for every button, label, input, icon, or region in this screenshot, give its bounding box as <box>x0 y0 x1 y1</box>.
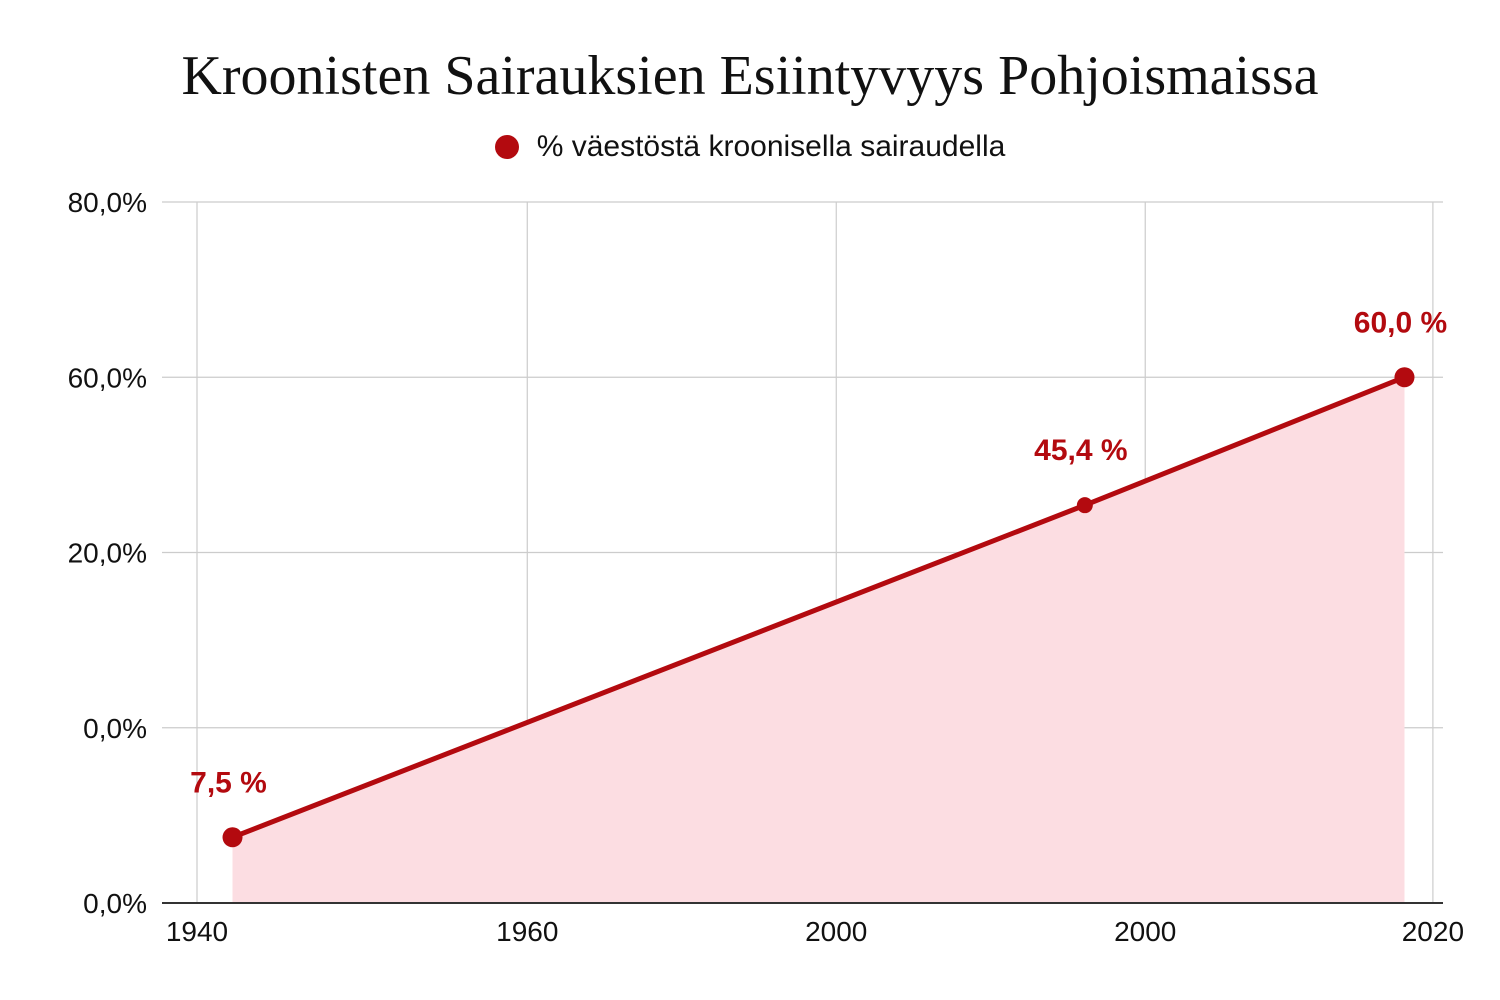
y-tick-label: 60,0% <box>68 362 147 393</box>
data-point <box>222 827 243 848</box>
data-label: 60,0 % <box>1354 306 1447 339</box>
y-tick-label: 0,0% <box>83 888 147 919</box>
legend-marker <box>494 135 519 159</box>
x-tick-label: 1940 <box>166 916 228 947</box>
y-tick-label: 80,0% <box>68 187 147 218</box>
x-tick-label: 2000 <box>1114 916 1176 947</box>
data-label: 7,5 % <box>190 766 267 799</box>
data-point <box>1076 497 1093 514</box>
chart-title: Kroonisten Sairauksien Esiintyvyys Pohjo… <box>181 45 1319 107</box>
y-tick-label: 0,0% <box>83 713 147 744</box>
legend-label: % väestöstä kroonisella sairaudella <box>536 130 1006 163</box>
legend: % väestöstä kroonisella sairaudella <box>0 130 1500 167</box>
x-tick-label: 1960 <box>496 916 558 947</box>
data-point <box>1394 367 1415 388</box>
area-fill <box>232 377 1405 903</box>
y-tick-label: 20,0% <box>68 538 147 569</box>
x-tick-label: 2020 <box>1402 916 1464 947</box>
x-tick-label: 2000 <box>805 916 867 947</box>
data-label: 45,4 % <box>1034 434 1127 467</box>
